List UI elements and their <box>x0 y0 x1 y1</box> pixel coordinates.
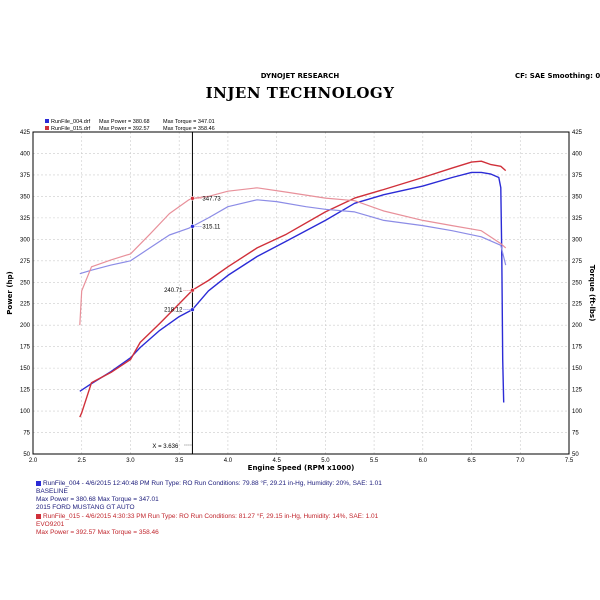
y-tick-label-left: 150 <box>20 366 31 372</box>
y-tick-label-right: 425 <box>572 130 583 136</box>
cursor-label: X = 3.636 <box>152 444 179 450</box>
y-tick-label-left: 250 <box>20 280 31 286</box>
y-tick-label-left: 300 <box>20 237 31 243</box>
x-tick-label: 4.5 <box>272 458 281 464</box>
series-line-power-runfile015drf <box>79 160 507 418</box>
y-tick-label-right: 250 <box>572 280 583 286</box>
run-info-blue: RunFile_004 - 4/6/2015 12:40:48 PM Run T… <box>36 480 382 512</box>
y-tick-label-right: 350 <box>572 194 583 200</box>
run-info-blue-header: RunFile_004 - 4/6/2015 12:40:48 PM Run T… <box>43 480 382 487</box>
y-tick-label-right: 325 <box>572 216 583 222</box>
legend-swatch-blue <box>45 119 49 123</box>
y-tick-label-right: 75 <box>572 431 579 437</box>
y-tick-label-left: 375 <box>20 173 31 179</box>
x-tick-label: 2.0 <box>29 458 38 464</box>
y-tick-label-right: 200 <box>572 323 583 329</box>
run-info-red-line2: EVO9201 <box>36 521 65 528</box>
markers: 347.73 315.11 240.71 218.12 <box>164 196 221 314</box>
y-tick-label-right: 125 <box>572 388 583 394</box>
x-tick-label: 3.0 <box>126 458 135 464</box>
y-tick-label-left: 425 <box>20 130 31 136</box>
y-tick-label-left: 75 <box>23 431 30 437</box>
y-tick-label-right: 100 <box>572 409 583 415</box>
marker-dot-blue <box>190 224 195 229</box>
x-tick-label: 4.0 <box>224 458 233 464</box>
y-tick-label-left: 275 <box>20 259 31 265</box>
y-tick-label-right: 50 <box>572 452 579 458</box>
legend-blue-power: Max Power = 380.68 <box>99 119 150 125</box>
x-tick-label: 5.5 <box>370 458 379 464</box>
run-info-blue-line4: 2015 FORD MUSTANG GT AUTO <box>36 504 135 511</box>
marker-label-red: 240.71 <box>164 288 183 294</box>
x-tick-label: 3.5 <box>175 458 184 464</box>
legend-red-file: RunFile_015.drf <box>51 126 91 132</box>
series-lines <box>79 160 507 418</box>
legend-blue-file: RunFile_004.drf <box>51 119 91 125</box>
series-line-torque-runfile015drf <box>79 187 507 326</box>
chart-legend: RunFile_004.drf Max Power = 380.68 Max T… <box>45 119 215 132</box>
x-tick-label: 7.5 <box>565 458 574 464</box>
x-tick-label: 5.0 <box>321 458 330 464</box>
y-tick-label-right: 275 <box>572 259 583 265</box>
y-tick-label-left: 100 <box>20 409 31 415</box>
y-tick-label-right: 175 <box>572 345 583 351</box>
legend-red-power: Max Power = 392.57 <box>99 126 150 132</box>
legend-swatch-red <box>45 126 49 130</box>
y-tick-label-left: 325 <box>20 216 31 222</box>
axis-ticks: 50 50 75 75 100 100 125 125 150 150 175 175 200 200 22… <box>20 130 583 464</box>
run-info-red-header: RunFile_015 - 4/6/2015 4:30:33 PM Run Ty… <box>43 513 379 520</box>
x-axis-label: Engine Speed (RPM x1000) <box>248 464 355 472</box>
x-tick-label: 6.5 <box>467 458 476 464</box>
y-tick-label-left: 125 <box>20 388 31 394</box>
y-tick-label-right: 225 <box>572 302 583 308</box>
marker-dot-red <box>190 287 195 293</box>
grid-lines <box>32 131 570 455</box>
y-axis-label-right: Torque (ft-lbs) <box>588 265 596 322</box>
run-info-blue-line2: BASELINE <box>36 488 68 495</box>
y-tick-label-left: 350 <box>20 194 31 200</box>
marker-label-blue: 218.12 <box>164 308 183 314</box>
y-tick-label-left: 50 <box>23 452 30 458</box>
x-tick-label: 2.5 <box>78 458 87 464</box>
y-tick-label-left: 200 <box>20 323 31 329</box>
y-tick-label-right: 375 <box>572 173 583 179</box>
run-info-red-line1: RunFile_015 - 4/6/2015 4:30:33 PM Run Ty… <box>36 513 378 521</box>
marker-dot-blue <box>190 307 195 312</box>
y-tick-label-right: 400 <box>572 151 583 157</box>
y-tick-label-left: 225 <box>20 302 31 308</box>
run-info-blue-line1: RunFile_004 - 4/6/2015 12:40:48 PM Run T… <box>36 480 382 488</box>
x-tick-label: 7.0 <box>516 458 525 464</box>
run-swatch-red <box>36 513 41 519</box>
y-axis-label-left: Power (hp) <box>6 271 14 314</box>
brand-title: INJEN TECHNOLOGY <box>205 84 395 102</box>
y-tick-label-left: 400 <box>20 151 31 157</box>
run-info-red: RunFile_015 - 4/6/2015 4:30:33 PM Run Ty… <box>36 513 378 537</box>
y-tick-label-left: 175 <box>20 345 31 351</box>
marker-dot-red <box>190 196 195 201</box>
dynojet-header: DYNOJET RESEARCH <box>260 72 340 80</box>
series-line-power-runfile004drf <box>79 171 505 403</box>
plot-border <box>32 131 570 455</box>
marker-label-red: 347.73 <box>202 196 221 202</box>
y-tick-label-right: 300 <box>572 237 583 243</box>
run-info-red-line3: Max Power = 392.57 Max Torque = 358.46 <box>36 529 159 536</box>
legend-red-torque: Max Torque = 358.46 <box>163 126 215 132</box>
legend-blue-torque: Max Torque = 347.01 <box>163 119 215 125</box>
series-line-torque-runfile004drf <box>79 199 507 275</box>
correction-info: CF: SAE Smoothing: 0 <box>515 72 600 80</box>
cursor: X = 3.636 <box>152 132 193 454</box>
y-tick-label-right: 150 <box>572 366 583 372</box>
x-tick-label: 6.0 <box>419 458 428 464</box>
run-info-blue-line3: Max Power = 380.68 Max Torque = 347.01 <box>36 496 159 503</box>
run-swatch-blue <box>36 480 41 486</box>
marker-label-blue: 315.11 <box>202 224 221 230</box>
